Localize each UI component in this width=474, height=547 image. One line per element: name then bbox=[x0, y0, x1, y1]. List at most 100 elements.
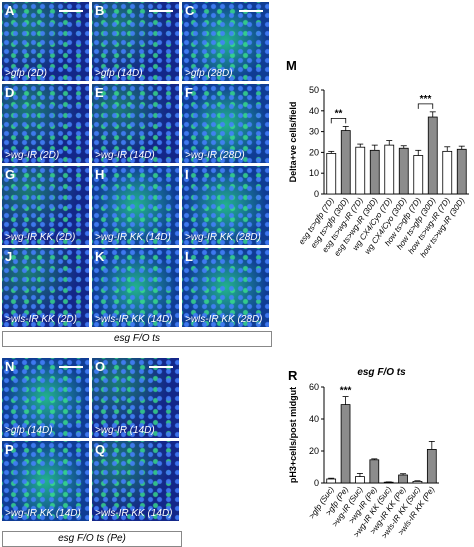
significance-label: *** bbox=[340, 386, 352, 397]
panel-caption: >wg-IR KK (28D) bbox=[185, 232, 261, 243]
micrograph-panel-d: D >wg-IR (2D) bbox=[2, 84, 89, 163]
panel-caption: >wg-IR KK (14D) bbox=[5, 508, 81, 519]
panel-letter: P bbox=[5, 442, 14, 457]
micrograph-panel-f: F >wg-IR (28D) bbox=[182, 84, 269, 163]
genotype-strip-bottom: esg F/O ts (Pe) bbox=[2, 531, 182, 547]
micrograph-panel-p: P >wg-IR KK (14D) bbox=[2, 441, 89, 521]
micrograph-panel-j: J >wls-IR KK (2D) bbox=[2, 248, 89, 327]
panel-letter: B bbox=[95, 3, 105, 18]
panel-letter: L bbox=[185, 249, 193, 264]
panel-letter: F bbox=[185, 85, 193, 100]
panel-caption: >wg-IR KK (14D) bbox=[95, 232, 171, 243]
bar bbox=[340, 130, 351, 195]
panel-label-r: R bbox=[288, 368, 298, 383]
panel-caption: >gfp (14D) bbox=[5, 425, 53, 436]
y-tick-label: 20 bbox=[309, 446, 319, 456]
scale-bar bbox=[149, 366, 173, 368]
panel-caption: >wg-IR (14D) bbox=[95, 150, 155, 161]
panel-caption: >wg-IR (28D) bbox=[185, 150, 245, 161]
bar bbox=[326, 153, 337, 195]
panel-letter: O bbox=[95, 359, 106, 374]
scale-bar bbox=[59, 10, 83, 12]
micrograph-panel-b: B >gfp (14D) bbox=[92, 2, 179, 81]
nuclei-texture bbox=[2, 248, 89, 327]
micrograph-panel-k: K >wls-IR KK (14D) bbox=[92, 248, 179, 327]
micrograph-panel-e: E >wg-IR (14D) bbox=[92, 84, 179, 163]
bar bbox=[426, 449, 437, 484]
bar bbox=[427, 116, 438, 195]
nuclei-texture bbox=[2, 84, 89, 163]
y-tick-label: 40 bbox=[309, 106, 319, 116]
panel-caption: >wg-IR KK (2D) bbox=[5, 232, 76, 243]
y-axis-label: Delta+ve cells/field bbox=[288, 102, 298, 183]
panel-letter: A bbox=[5, 3, 15, 18]
y-tick-label: 0 bbox=[314, 478, 319, 488]
significance-label: ** bbox=[335, 108, 343, 119]
micrograph-panel-o: O >wg-IR (14D) bbox=[92, 358, 179, 438]
bar bbox=[442, 150, 453, 195]
bar bbox=[398, 474, 408, 484]
panel-caption: >wls-IR KK (14D) bbox=[95, 314, 173, 325]
panel-letter: K bbox=[95, 249, 105, 264]
micrograph-panel-i: I >wg-IR KK (28D) bbox=[182, 166, 269, 245]
bar bbox=[355, 476, 365, 484]
genotype-strip-top: esg F/O ts bbox=[2, 331, 272, 347]
panel-letter: I bbox=[185, 167, 189, 182]
bar bbox=[340, 404, 351, 484]
bar bbox=[369, 149, 380, 195]
panel-caption: >wg-IR (14D) bbox=[95, 425, 155, 436]
scale-bar bbox=[59, 366, 83, 368]
y-tick-label: 30 bbox=[309, 127, 319, 137]
panel-label-m: M bbox=[286, 58, 297, 73]
panel-caption: >wls-IR KK (2D) bbox=[5, 314, 77, 325]
bar bbox=[355, 146, 366, 195]
nuclei-texture bbox=[2, 441, 89, 521]
nuclei-texture bbox=[182, 166, 269, 245]
panel-caption: >wg-IR (2D) bbox=[5, 150, 60, 161]
bar bbox=[398, 147, 409, 195]
panel-letter: C bbox=[185, 3, 195, 18]
y-tick-label: 0 bbox=[314, 189, 319, 199]
panel-caption: >wls-IR KK (28D) bbox=[185, 314, 263, 325]
panel-caption: >gfp (14D) bbox=[95, 68, 143, 79]
panel-letter: Q bbox=[95, 442, 106, 457]
panel-letter: H bbox=[95, 167, 105, 182]
panel-caption: >gfp (28D) bbox=[185, 68, 233, 79]
micrograph-panel-g: G >wg-IR KK (2D) bbox=[2, 166, 89, 245]
significance-bracket bbox=[417, 103, 434, 109]
y-tick-label: 20 bbox=[309, 147, 319, 157]
y-axis-label: pH3+cells/post midgut bbox=[288, 387, 298, 483]
nuclei-texture bbox=[2, 166, 89, 245]
nuclei-texture bbox=[182, 84, 269, 163]
scale-bar bbox=[149, 10, 173, 12]
micrograph-panel-l: L >wls-IR KK (28D) bbox=[182, 248, 269, 327]
nuclei-texture bbox=[2, 2, 89, 81]
bar bbox=[412, 481, 423, 484]
micrograph-panel-a: A >gfp (2D) bbox=[2, 2, 89, 81]
bar bbox=[413, 155, 424, 195]
nuclei-texture bbox=[92, 2, 179, 81]
panel-letter: E bbox=[95, 85, 104, 100]
panel-letter: N bbox=[5, 359, 15, 374]
panel-letter: D bbox=[5, 85, 15, 100]
y-tick-label: 10 bbox=[309, 168, 319, 178]
nuclei-texture bbox=[92, 248, 179, 327]
bar bbox=[326, 478, 337, 484]
nuclei-texture bbox=[92, 441, 179, 521]
nuclei-texture bbox=[182, 2, 269, 81]
nuclei-texture bbox=[92, 358, 179, 438]
micrograph-panel-q: Q >wls-IR KK (14D) bbox=[92, 441, 179, 521]
bar bbox=[456, 148, 467, 195]
panel-caption: >wls-IR KK (14D) bbox=[95, 508, 173, 519]
nuclei-texture bbox=[92, 166, 179, 245]
bar bbox=[369, 459, 380, 484]
micrograph-panel-h: H >wg-IR KK (14D) bbox=[92, 166, 179, 245]
y-tick-label: 60 bbox=[309, 382, 319, 392]
bar bbox=[384, 144, 395, 195]
nuclei-texture bbox=[92, 84, 179, 163]
significance-bracket bbox=[330, 118, 347, 124]
y-tick-label: 40 bbox=[309, 414, 319, 424]
panel-letter: G bbox=[5, 167, 16, 182]
